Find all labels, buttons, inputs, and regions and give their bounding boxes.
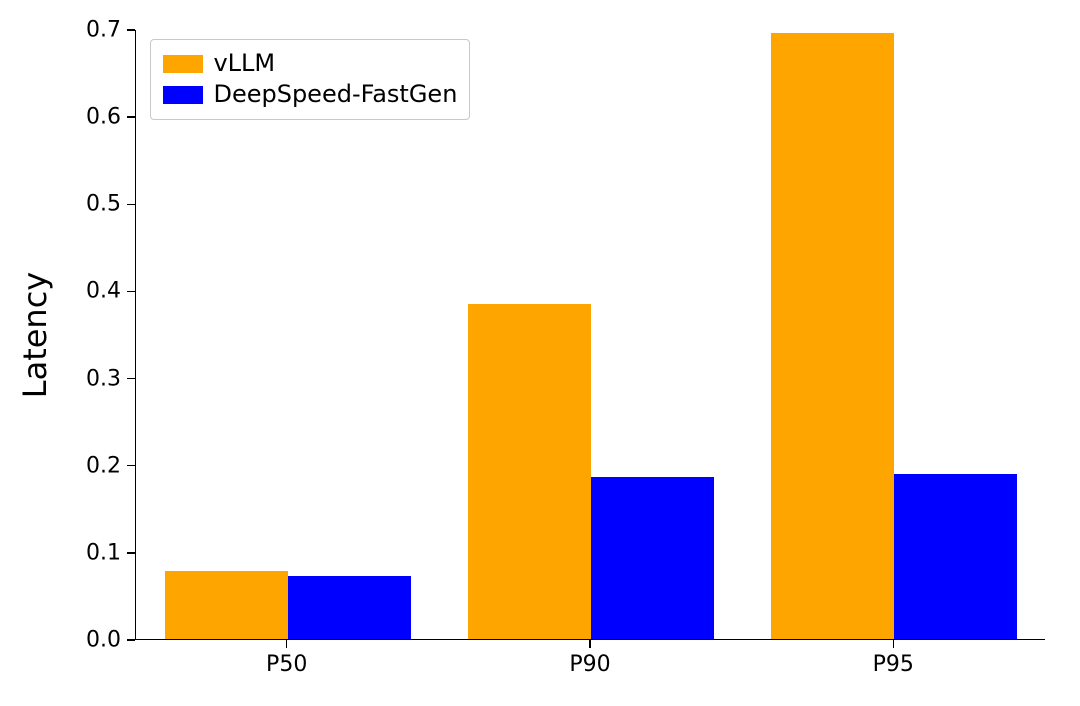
ytick-label: 0.1: [85, 540, 121, 565]
ytick-label: 0.7: [85, 18, 121, 43]
xtick-mark: [893, 640, 895, 648]
bar-deepspeed-fastgen: [288, 576, 411, 639]
latency-chart: Latency vLLMDeepSpeed-FastGen 0.0 0.1 0.2 0…: [0, 0, 1080, 706]
xtick-mark: [589, 640, 591, 648]
legend-swatch: [163, 55, 203, 73]
ytick-label: 0.2: [85, 453, 121, 478]
ytick-mark: [127, 116, 135, 118]
legend-swatch: [163, 86, 203, 104]
legend: vLLMDeepSpeed-FastGen: [150, 39, 470, 119]
ytick-label: 0.5: [85, 192, 121, 217]
bar-vllm: [165, 571, 288, 639]
ytick-mark: [127, 465, 135, 467]
ytick-label: 0.6: [85, 105, 121, 130]
legend-item: vLLM: [163, 48, 457, 79]
ytick-mark: [127, 204, 135, 206]
bar-deepspeed-fastgen: [591, 477, 714, 639]
ytick-mark: [127, 291, 135, 293]
xtick-label: P50: [266, 652, 307, 677]
ytick-label: 0.0: [85, 628, 121, 653]
ytick-label: 0.4: [85, 279, 121, 304]
ytick-mark: [127, 378, 135, 380]
bar-vllm: [771, 33, 894, 639]
ytick-label: 0.3: [85, 366, 121, 391]
bar-vllm: [468, 304, 591, 640]
xtick-label: P90: [569, 652, 610, 677]
plot-area: [135, 30, 1045, 640]
legend-label: vLLM: [213, 48, 275, 79]
legend-label: DeepSpeed-FastGen: [213, 79, 457, 110]
xtick-label: P95: [873, 652, 914, 677]
ytick-mark: [127, 639, 135, 641]
xtick-mark: [286, 640, 288, 648]
legend-item: DeepSpeed-FastGen: [163, 79, 457, 110]
ytick-mark: [127, 552, 135, 554]
ytick-mark: [127, 29, 135, 31]
bar-deepspeed-fastgen: [894, 474, 1017, 639]
y-axis-label: Latency: [16, 272, 54, 398]
